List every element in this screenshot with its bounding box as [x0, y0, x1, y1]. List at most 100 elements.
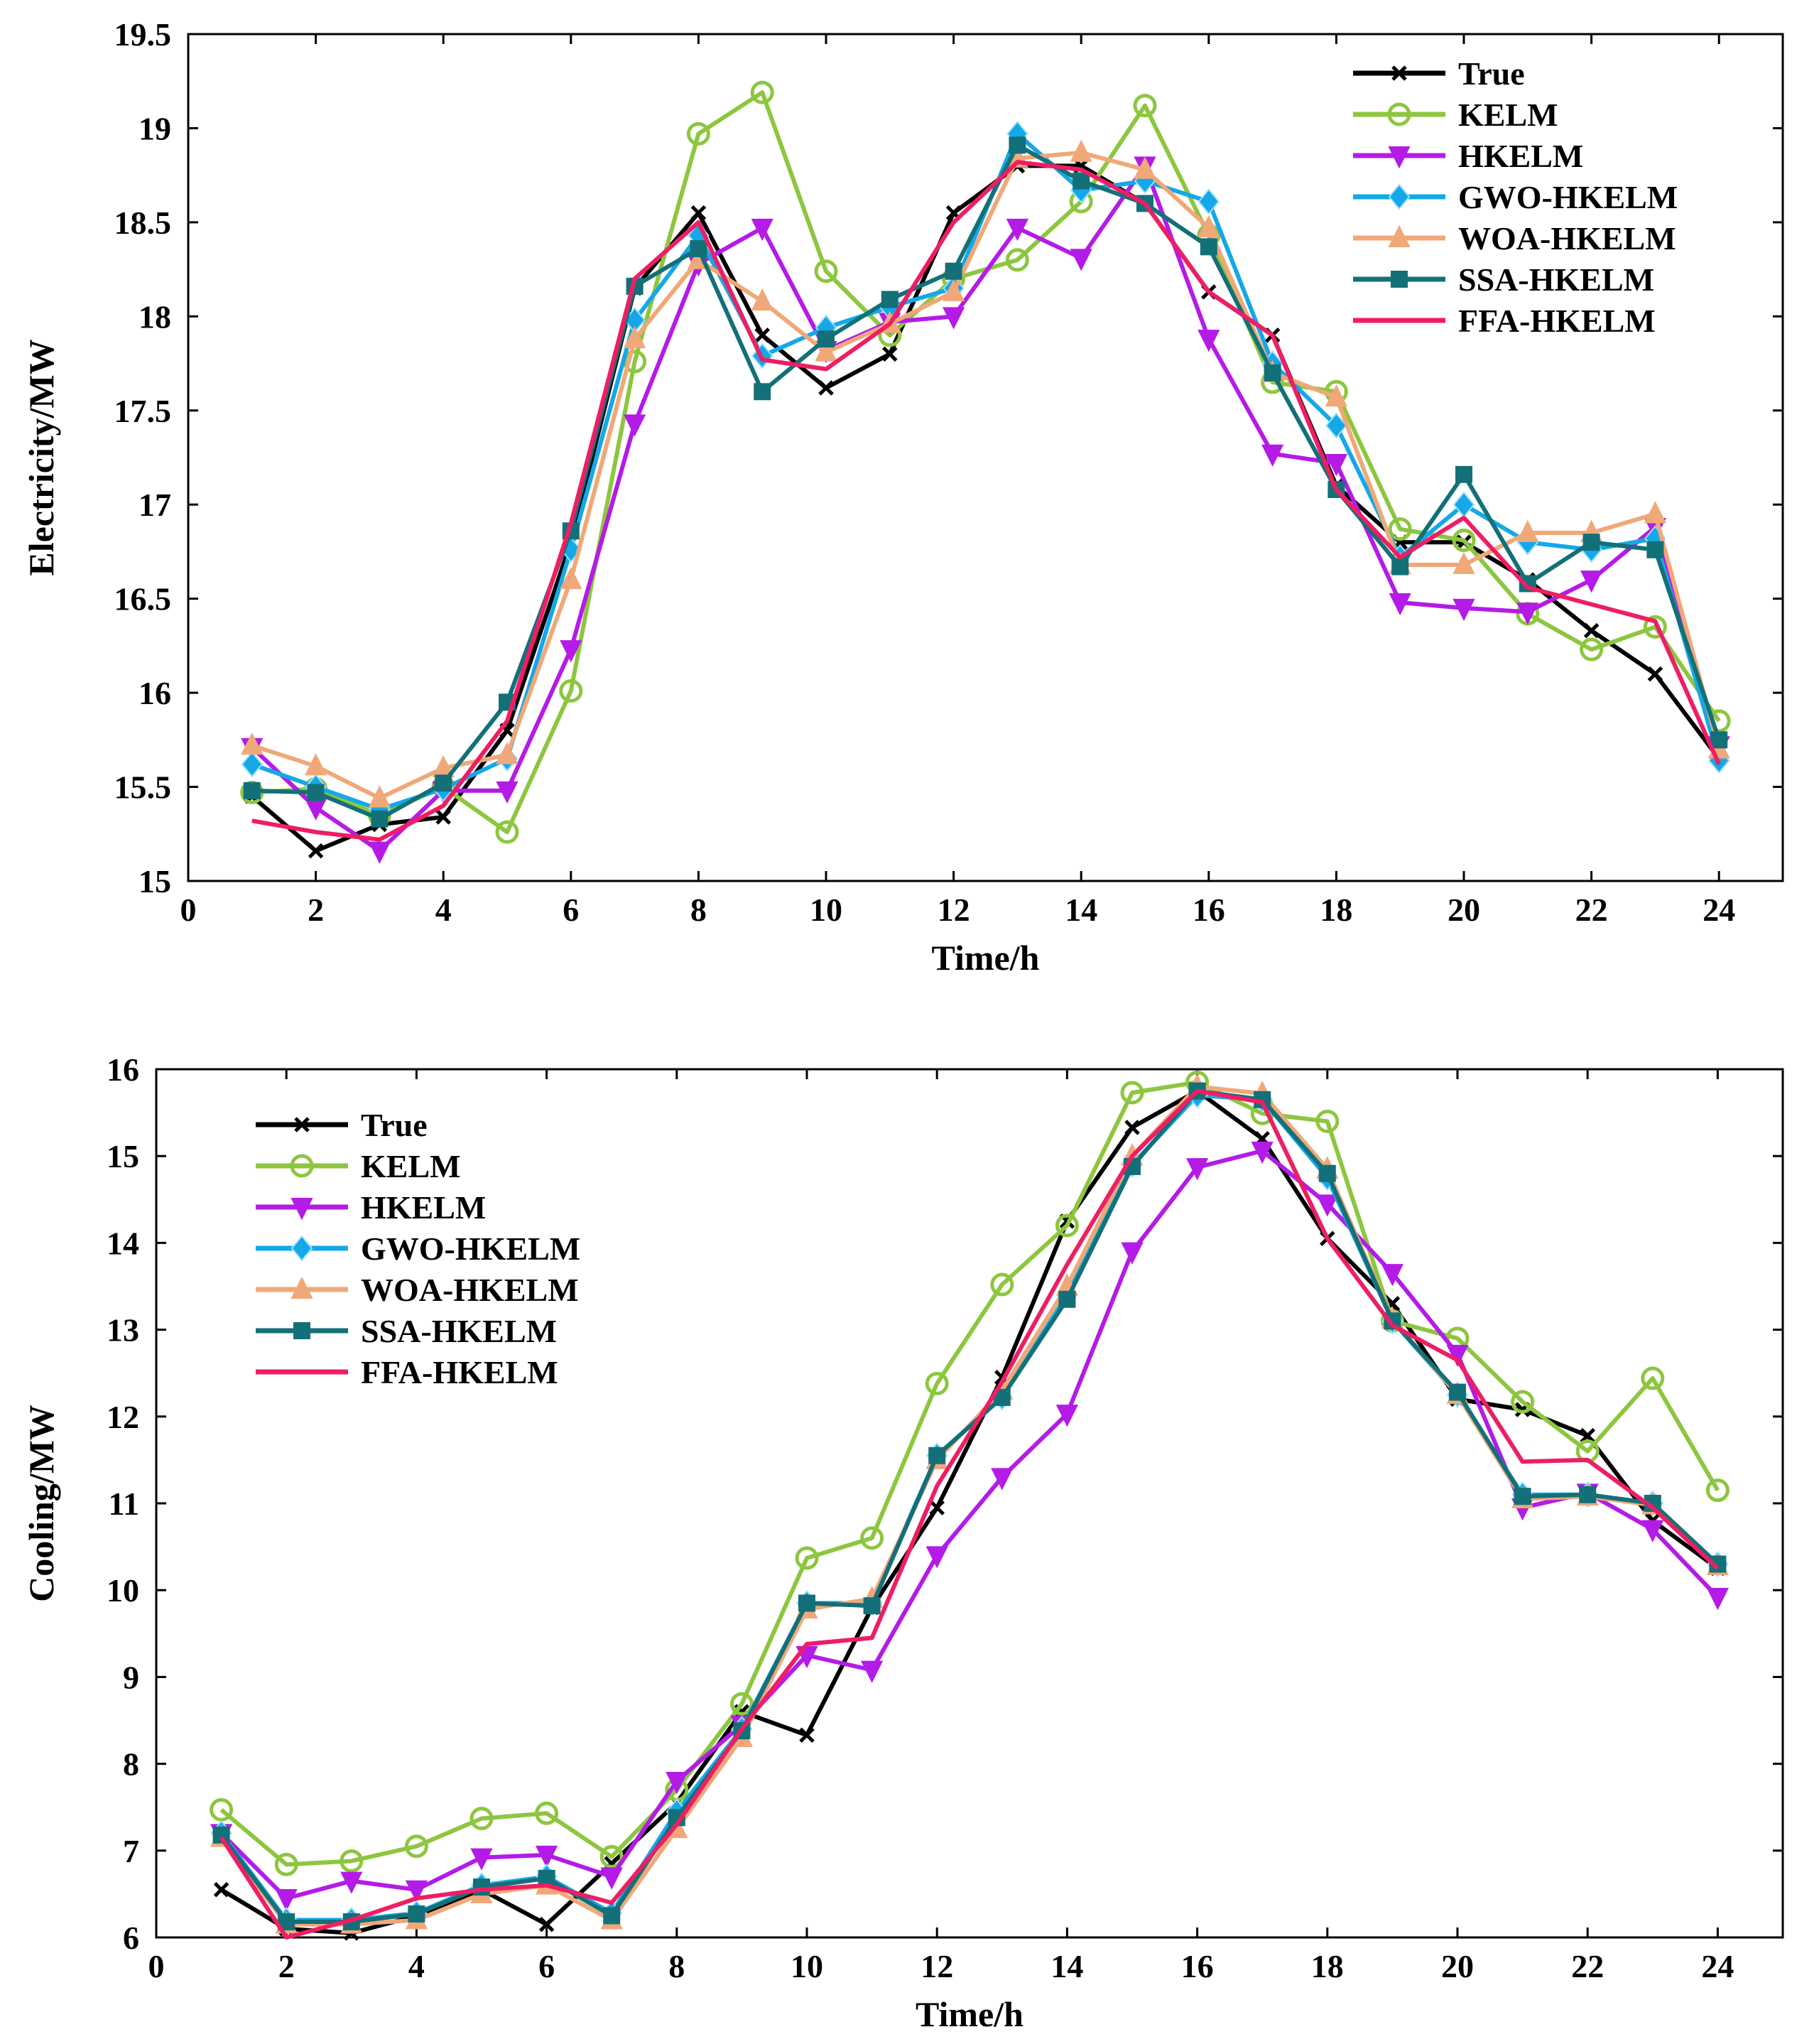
- x-tick-label: 12: [921, 1948, 953, 1984]
- data-point-ssa-hkelm: [754, 383, 771, 401]
- x-tick-label: 16: [1181, 1948, 1214, 1984]
- data-point-ssa-hkelm: [881, 291, 898, 308]
- y-tick-label: 10: [107, 1572, 139, 1608]
- y-tick-label: 13: [107, 1312, 139, 1348]
- series-ffa-hkelm: [251, 160, 1721, 842]
- data-point-kelm: [599, 1844, 624, 1869]
- data-point-ssa-hkelm: [1514, 1488, 1531, 1505]
- data-point-true: [1583, 622, 1600, 639]
- series-line-true: [220, 1088, 1720, 1935]
- data-point-ssa-hkelm: [1646, 541, 1664, 558]
- data-point-woa-hkelm: [1070, 139, 1092, 162]
- data-point-hkelm: [1261, 444, 1284, 467]
- data-point-hkelm: [1389, 593, 1411, 616]
- x-tick-label: 20: [1441, 1948, 1474, 1984]
- data-point-kelm: [686, 121, 710, 146]
- data-point-kelm: [814, 259, 838, 283]
- data-point-woa-hkelm: [1516, 519, 1539, 542]
- series-line-kelm: [219, 1080, 1720, 1867]
- y-tick-label: 16.5: [114, 581, 172, 617]
- y-tick-label: 6: [123, 1920, 139, 1956]
- data-point-ssa-hkelm: [1318, 1164, 1336, 1182]
- data-point-hkelm: [1070, 249, 1092, 271]
- data-point-true: [1580, 1427, 1595, 1444]
- legend-label: FFA-HKELM: [1458, 303, 1656, 339]
- data-point-kelm: [535, 1801, 559, 1825]
- data-point-kelm: [274, 1852, 298, 1876]
- data-point-hkelm: [1316, 1194, 1339, 1217]
- data-point-true: [929, 1500, 945, 1515]
- data-point-kelm: [469, 1807, 494, 1831]
- x-tick-label: 12: [938, 892, 970, 928]
- x-tick-label: 18: [1311, 1948, 1344, 1984]
- legend-label: True: [361, 1107, 428, 1143]
- data-point-hkelm: [560, 640, 582, 663]
- data-point-ssa-hkelm: [473, 1878, 490, 1896]
- data-point-ssa-hkelm: [1391, 558, 1409, 575]
- data-point-woa-hkelm: [241, 732, 264, 755]
- x-tick-label: 22: [1575, 892, 1608, 928]
- data-point-kelm: [1511, 1390, 1535, 1414]
- data-point-true: [308, 843, 324, 859]
- data-point-ssa-hkelm: [1058, 1290, 1076, 1308]
- legend-label: HKELM: [361, 1189, 486, 1226]
- data-point-hkelm: [275, 1889, 298, 1912]
- data-point-hkelm: [405, 1880, 428, 1903]
- data-point-woa-hkelm: [1198, 215, 1220, 237]
- series-line-ssa-hkelm: [251, 143, 1722, 821]
- data-point-kelm: [750, 80, 774, 104]
- electricity-chart: 0 2 4 6 8 10 12 14 16 18 20 22 241515.51616.51717.51…: [21, 16, 1784, 978]
- data-point-true: [882, 346, 898, 362]
- data-point-true: [1124, 1120, 1140, 1135]
- data-point-kelm: [795, 1546, 819, 1570]
- data-point-woa-hkelm: [368, 785, 391, 808]
- data-point-hkelm: [623, 414, 646, 437]
- data-point-true-stroke-b: [690, 205, 707, 221]
- data-point-true: [754, 328, 770, 343]
- legend-label: WOA-HKELM: [1458, 220, 1676, 256]
- data-point-hkelm: [942, 307, 965, 330]
- series-woa-hkelm: [241, 139, 1730, 808]
- x-tick-label: 8: [690, 892, 707, 928]
- data-point-true: [1647, 666, 1663, 682]
- legend-swatch-marker: [291, 1235, 313, 1262]
- data-point-hkelm: [1121, 1242, 1144, 1265]
- data-point-woa-hkelm: [942, 279, 965, 301]
- data-point-true-stroke-b: [1124, 1120, 1140, 1135]
- legend-label: HKELM: [1458, 138, 1583, 174]
- series-line-hkelm: [250, 163, 1722, 853]
- data-point-true-stroke-b: [1580, 1427, 1595, 1444]
- data-point-kelm: [1643, 615, 1667, 639]
- data-point-kelm: [340, 1849, 364, 1873]
- data-point-hkelm: [1516, 602, 1539, 625]
- series-kelm: [210, 1070, 1730, 1876]
- y-axis-title: Cooling/MW: [21, 1405, 61, 1602]
- data-point-true-stroke-b: [213, 1882, 229, 1898]
- legend-label: WOA-HKELM: [361, 1272, 579, 1308]
- data-point-kelm: [925, 1371, 949, 1395]
- legend-swatch-marker: [293, 1322, 310, 1339]
- legend-label: KELM: [1458, 97, 1558, 133]
- data-point-hkelm: [1381, 1264, 1404, 1287]
- data-point-kelm: [210, 1797, 234, 1822]
- data-point-true: [213, 1882, 229, 1898]
- data-point-true: [799, 1727, 815, 1743]
- data-point-gwo-hkelm: [1198, 188, 1220, 215]
- x-tick-label: 0: [148, 1948, 165, 1984]
- data-point-hkelm: [496, 781, 518, 804]
- y-tick-label: 8: [123, 1746, 139, 1783]
- y-tick-label: 16: [139, 675, 171, 711]
- data-point-true-stroke-b: [799, 1727, 815, 1743]
- y-tick-label: 15: [139, 863, 171, 899]
- data-point-woa-hkelm: [304, 753, 327, 776]
- y-tick-label: 7: [123, 1833, 139, 1869]
- data-point-woa-hkelm: [815, 339, 837, 362]
- data-point-ssa-hkelm: [1073, 172, 1090, 190]
- x-tick-label: 20: [1448, 892, 1480, 928]
- data-point-hkelm: [1325, 453, 1348, 477]
- data-point-kelm: [1133, 94, 1157, 118]
- y-tick-label: 18.5: [114, 205, 172, 241]
- x-tick-label: 14: [1050, 1948, 1083, 1984]
- legend-label: SSA-HKELM: [361, 1313, 557, 1349]
